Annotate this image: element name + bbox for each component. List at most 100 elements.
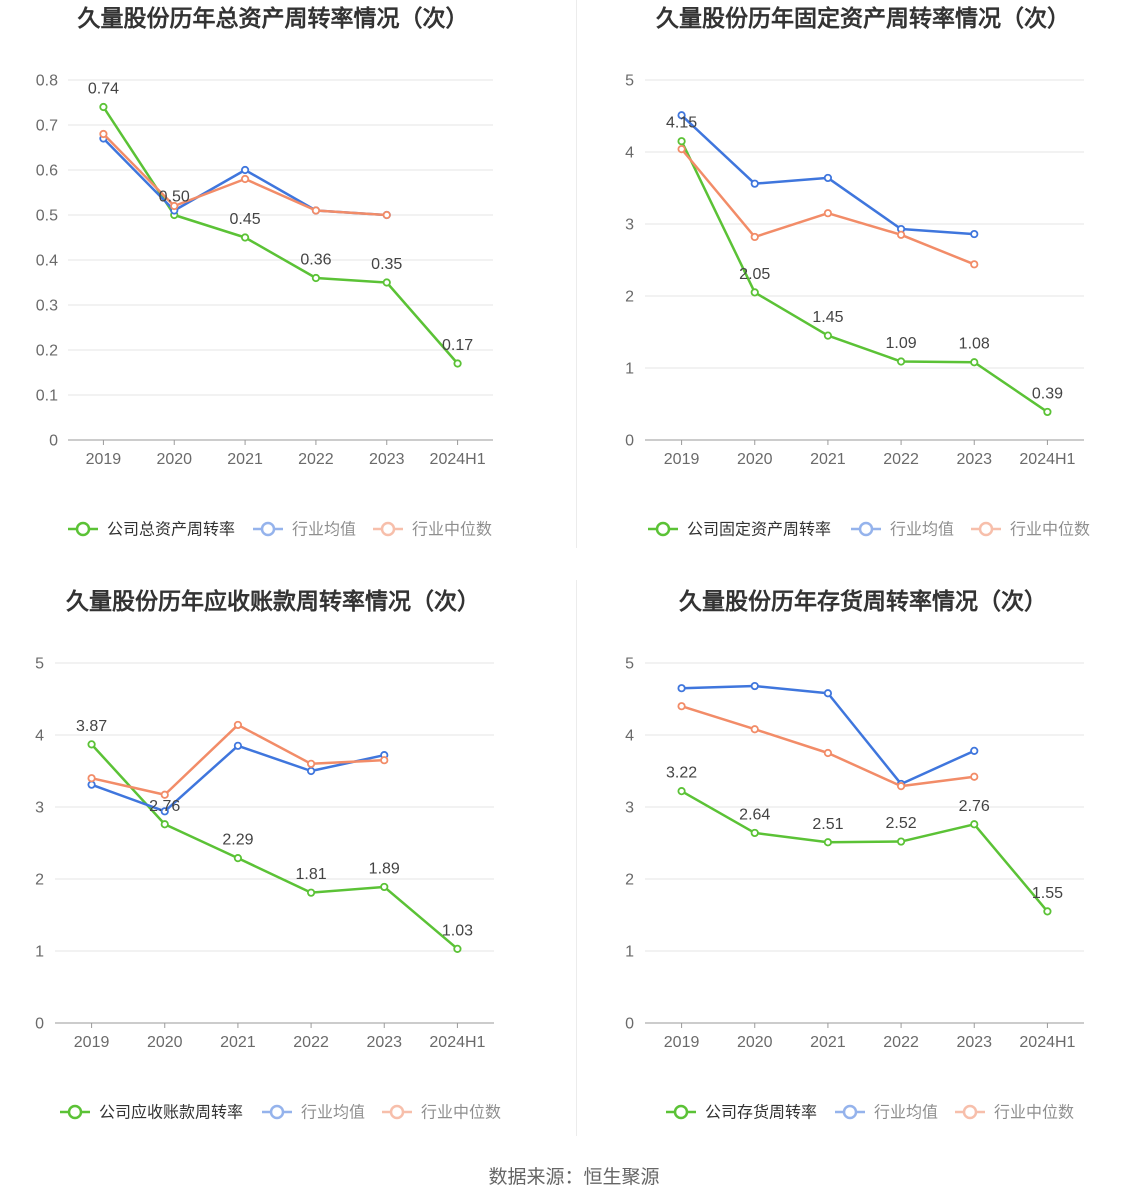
y-tick-label: 1	[35, 944, 44, 961]
legend-label: 公司应收账款周转率	[99, 1103, 243, 1122]
y-axis: 0 1 2 3 4 5	[35, 656, 494, 1033]
data-point	[823, 173, 833, 183]
data-label: 1.45	[812, 309, 843, 326]
data-point	[970, 772, 979, 781]
series-group	[677, 111, 1052, 417]
legend-item-industry-mean: 行业均值	[253, 521, 356, 539]
data-point	[970, 229, 979, 239]
data-point	[750, 828, 759, 838]
data-label: 1.03	[442, 922, 473, 939]
data-point	[970, 260, 979, 269]
x-tick-label: 2023	[956, 1034, 992, 1051]
legend-item-company: 公司存货周转率	[666, 1104, 817, 1122]
y-tick-label: 3	[625, 800, 634, 817]
y-tick-label: 0	[35, 1016, 44, 1033]
data-point	[677, 684, 686, 693]
series-line	[680, 147, 976, 266]
data-label: 0.50	[159, 189, 190, 206]
series-industry-mean	[87, 741, 389, 816]
x-tick-label: 2019	[74, 1034, 110, 1051]
data-point	[453, 359, 462, 368]
x-tick-label: 2020	[737, 451, 773, 468]
x-tick-label: 2022	[298, 451, 334, 468]
legend-circle-icon	[978, 521, 994, 537]
legend-label: 行业均值	[874, 1104, 938, 1122]
data-point	[160, 820, 169, 829]
data-point	[87, 740, 96, 749]
data-point	[306, 766, 316, 776]
series-company	[87, 740, 462, 953]
legend-circle-icon	[389, 1104, 405, 1120]
data-point	[750, 179, 759, 188]
x-tick-label: 2020	[737, 1034, 773, 1051]
data-point	[750, 288, 759, 297]
y-tick-label: 2	[625, 872, 634, 889]
data-point	[896, 837, 906, 846]
legend-circle-icon	[842, 1104, 858, 1120]
y-tick-label: 0.3	[36, 298, 58, 315]
data-label: 3.87	[76, 718, 107, 735]
data-label: 0.36	[300, 252, 331, 269]
series-line	[680, 704, 976, 788]
series-industry-median	[677, 702, 979, 791]
x-tick-label: 2024H1	[429, 1034, 485, 1051]
data-point	[677, 787, 686, 796]
data-label: 0.39	[1032, 385, 1063, 402]
x-tick-label: 2019	[664, 1034, 700, 1051]
series-line	[102, 132, 388, 217]
legend-circle-icon	[67, 1104, 83, 1120]
legend-item-industry-mean: 行业均值	[851, 521, 954, 539]
x-tick-label: 2021	[810, 451, 846, 468]
x-tick-label: 2022	[883, 1034, 919, 1051]
data-point	[160, 807, 169, 816]
data-point	[677, 137, 686, 146]
legend-item-company: 公司应收账款周转率	[60, 1103, 243, 1122]
y-tick-label: 5	[625, 73, 634, 90]
data-label: 2.51	[812, 816, 843, 833]
y-tick-label: 3	[625, 217, 634, 234]
data-point	[380, 756, 389, 765]
legend-circle-icon	[269, 1104, 285, 1120]
data-label: 0.17	[442, 337, 473, 354]
data-label: 1.09	[886, 335, 917, 352]
series-group	[99, 102, 462, 368]
series-group	[87, 720, 462, 953]
data-point	[823, 331, 833, 340]
data-point	[453, 944, 462, 953]
legend-item-industry-median: 行业中位数	[955, 1104, 1074, 1122]
legend-label: 行业中位数	[1010, 521, 1090, 539]
data-label: 1.81	[296, 866, 327, 883]
x-tick-label: 2024H1	[1019, 1034, 1075, 1051]
legend: 公司固定资产周转率 行业均值 行业中位数	[648, 521, 1090, 539]
data-label: 2.76	[149, 798, 180, 815]
chart-title: 久量股份历年应收账款周转率情况（次）	[66, 588, 480, 614]
data-labels: 4.15 2.05 1.45 1.09 1.08 0.39	[666, 115, 1063, 403]
legend-label: 行业中位数	[421, 1104, 501, 1122]
x-axis: 2019 2020 2021 2022 2023 2024H1	[55, 1022, 494, 1051]
legend: 公司应收账款周转率 行业均值 行业中位数	[60, 1103, 501, 1122]
data-point	[233, 720, 243, 730]
data-point	[1043, 407, 1052, 417]
data-source: 数据来源：恒生聚源	[488, 1166, 659, 1188]
data-label: 2.64	[739, 806, 770, 823]
series-company	[677, 137, 1052, 417]
data-point	[823, 689, 833, 698]
legend-item-company: 公司总资产周转率	[68, 521, 235, 539]
x-tick-label: 2019	[86, 451, 122, 468]
data-point	[306, 759, 316, 768]
data-point	[311, 206, 321, 215]
data-label: 4.15	[666, 115, 697, 132]
x-tick-label: 2024H1	[1019, 451, 1075, 468]
y-tick-label: 4	[625, 145, 634, 162]
y-axis: 0 1 2 3 4 5	[625, 656, 1084, 1033]
y-axis: 0 0.1 0.2 0.3 0.4 0.5 0.6 0.7 0.8	[36, 73, 493, 450]
data-point	[87, 774, 96, 783]
x-tick-label: 2022	[293, 1034, 329, 1051]
y-tick-label: 0.4	[36, 253, 58, 270]
chart-2: 久量股份历年固定资产周转率情况（次） 0 1 2 3 4 5 2019 2020 2021 2022…	[625, 5, 1090, 539]
legend-item-industry-mean: 行业均值	[262, 1104, 365, 1122]
chart-title: 久量股份历年固定资产周转率情况（次）	[656, 5, 1070, 31]
x-tick-label: 2024H1	[430, 451, 486, 468]
y-tick-label: 0	[49, 433, 58, 450]
